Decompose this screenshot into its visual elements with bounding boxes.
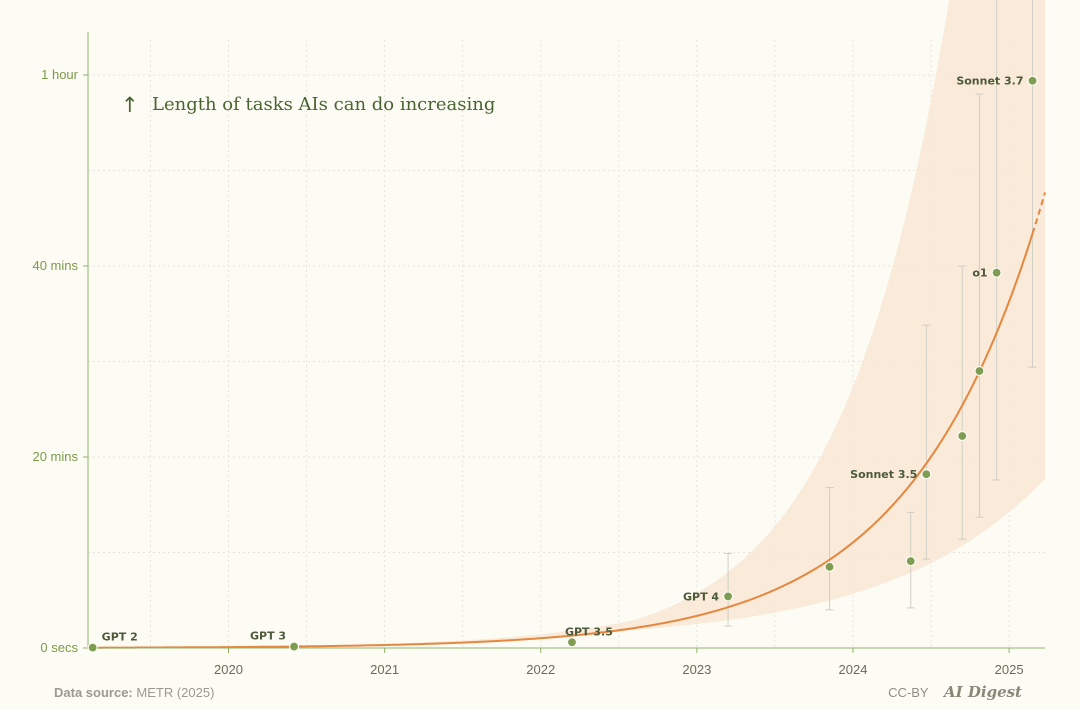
x-tick-label: 2024 — [839, 662, 868, 677]
point-label: GPT 3.5 — [565, 625, 613, 638]
data-point[interactable] — [288, 641, 300, 652]
data-point[interactable] — [991, 267, 1002, 278]
y-tick-label: 1 hour — [41, 67, 79, 82]
data-points — [87, 75, 1038, 653]
trend-line-projection — [1031, 192, 1046, 235]
license-text: CC-BY — [888, 685, 929, 700]
x-tick-labels: 2020 2021 2022 2023 2024 2025 — [214, 648, 1024, 677]
data-point[interactable] — [87, 642, 98, 653]
data-point[interactable] — [905, 555, 916, 567]
point-label: GPT 3 — [250, 630, 286, 643]
point-label: o1 — [972, 267, 987, 280]
data-point[interactable] — [824, 561, 835, 572]
x-tick-label: 2020 — [214, 662, 243, 677]
point-label: GPT 4 — [683, 590, 719, 603]
data-point[interactable] — [566, 637, 578, 648]
data-source-value: METR (2025) — [136, 685, 215, 700]
chart-title: Length of tasks AIs can do increasing — [152, 94, 495, 115]
data-point[interactable] — [1027, 75, 1038, 86]
y-tick-label: 20 mins — [32, 449, 78, 464]
gridlines — [88, 40, 1045, 648]
brand-logo: AI Digest — [944, 683, 1022, 701]
up-arrow-icon: ↑ — [121, 93, 139, 117]
data-point[interactable] — [974, 365, 985, 377]
point-label: Sonnet 3.5 — [850, 468, 917, 481]
trend-line — [91, 233, 1034, 649]
data-point[interactable] — [957, 430, 968, 442]
license-and-brand: CC-BY AI Digest — [888, 683, 1022, 701]
point-labels: GPT 2 GPT 3 GPT 3.5 GPT 4 Sonnet 3.5 o1 Sonnet… — [102, 75, 1024, 644]
data-source-label: Data source: — [54, 685, 133, 700]
confidence-band — [91, 0, 1045, 648]
x-tick-label: 2021 — [370, 662, 399, 677]
point-label: GPT 2 — [102, 631, 138, 644]
point-label: Sonnet 3.7 — [956, 75, 1023, 88]
error-bars — [724, 0, 1037, 627]
data-point[interactable] — [921, 469, 932, 480]
data-source: Data source: METR (2025) — [54, 685, 214, 700]
x-tick-label: 2022 — [526, 662, 555, 677]
data-point[interactable] — [722, 591, 734, 602]
y-tick-labels: 0 secs 20 mins 40 mins 1 hour — [32, 67, 88, 655]
y-tick-label: 0 secs — [40, 640, 78, 655]
x-tick-label: 2025 — [995, 662, 1024, 677]
y-tick-label: 40 mins — [32, 258, 78, 273]
x-tick-label: 2023 — [682, 662, 711, 677]
